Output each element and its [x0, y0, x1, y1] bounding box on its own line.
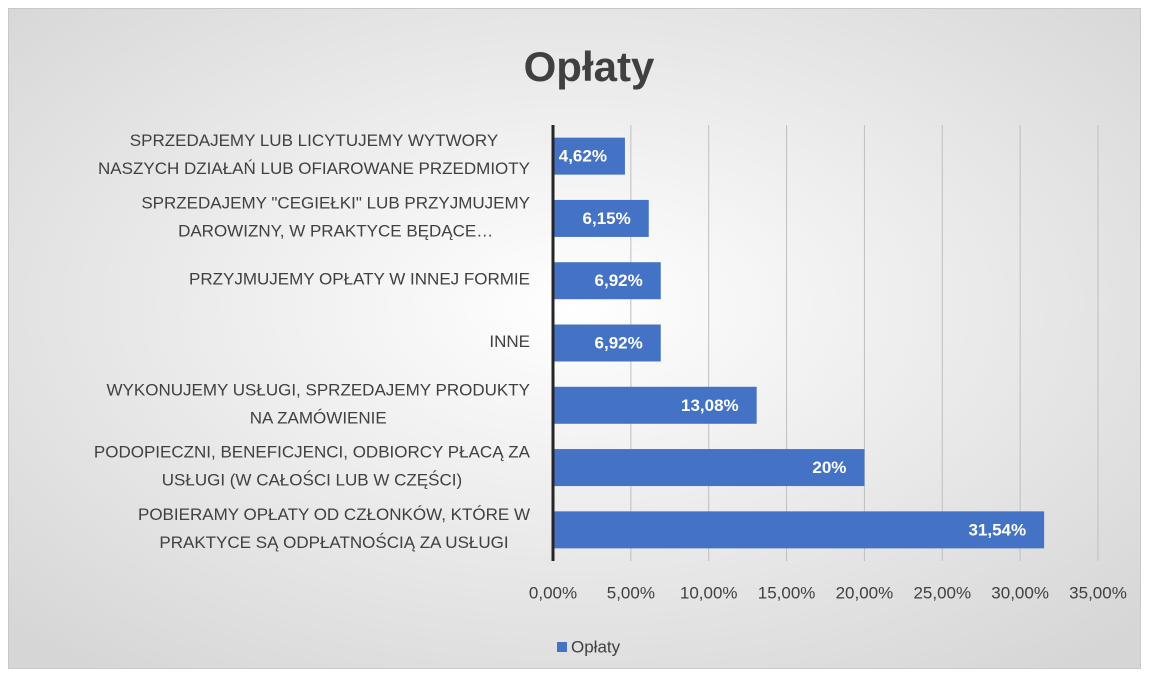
data-label: 13,08%: [681, 396, 739, 415]
data-label: 6,92%: [595, 271, 643, 290]
category-label: INNE: [489, 332, 530, 351]
x-tick-label: 5,00%: [607, 583, 655, 602]
bar: [553, 386, 757, 424]
bar: [553, 511, 1045, 549]
data-label: 4,62%: [559, 147, 607, 166]
legend-swatch: [557, 642, 567, 652]
x-tick-label: 25,00%: [913, 583, 971, 602]
x-tick-label: 35,00%: [1069, 583, 1127, 602]
data-label: 20%: [812, 458, 846, 477]
category-label: WYKONUJEMY USŁUGI, SPRZEDAJEMY PRODUKTY N…: [107, 381, 531, 428]
category-label: SPRZEDAJEMY "CEGIEŁKI" LUB PRZYJMUJEMY DA…: [141, 194, 530, 241]
bar: [553, 262, 661, 300]
x-tick-label: 0,00%: [529, 583, 577, 602]
data-label: 6,92%: [595, 333, 643, 352]
chart-title: Opłaty: [524, 43, 655, 90]
category-label: SPRZEDAJEMY LUB LICYTUJEMY WYTWORY NASZYC…: [98, 132, 530, 179]
category-label: PRZYJMUJEMY OPŁATY W INNEJ FORMIE: [189, 270, 530, 289]
x-tick-label: 10,00%: [680, 583, 738, 602]
bar: [553, 324, 661, 362]
legend-label: Opłaty: [571, 637, 621, 656]
data-label: 6,15%: [583, 209, 631, 228]
category-label: POBIERAMY OPŁATY OD CZŁONKÓW, KTÓRE W PRA…: [138, 505, 530, 552]
x-tick-label: 30,00%: [991, 583, 1049, 602]
x-tick-label: 20,00%: [836, 583, 894, 602]
data-label: 31,54%: [968, 520, 1026, 539]
category-label: PODOPIECZNI, BENEFICJENCI, ODBIORCY PŁAC…: [94, 443, 531, 490]
bar: [553, 137, 625, 175]
x-tick-label: 15,00%: [758, 583, 816, 602]
bar: [553, 449, 865, 487]
bar: [553, 199, 649, 237]
